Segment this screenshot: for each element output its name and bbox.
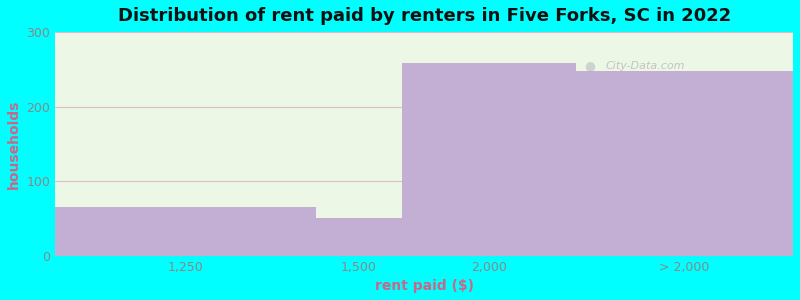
X-axis label: rent paid ($): rent paid ($)	[374, 279, 474, 293]
Text: City-Data.com: City-Data.com	[606, 61, 686, 70]
Bar	[576, 71, 793, 256]
Y-axis label: households: households	[7, 99, 21, 188]
Bar	[55, 207, 316, 256]
Bar	[316, 218, 402, 256]
Text: ●: ●	[585, 59, 595, 72]
Bar	[402, 63, 576, 256]
Title: Distribution of rent paid by renters in Five Forks, SC in 2022: Distribution of rent paid by renters in …	[118, 7, 730, 25]
